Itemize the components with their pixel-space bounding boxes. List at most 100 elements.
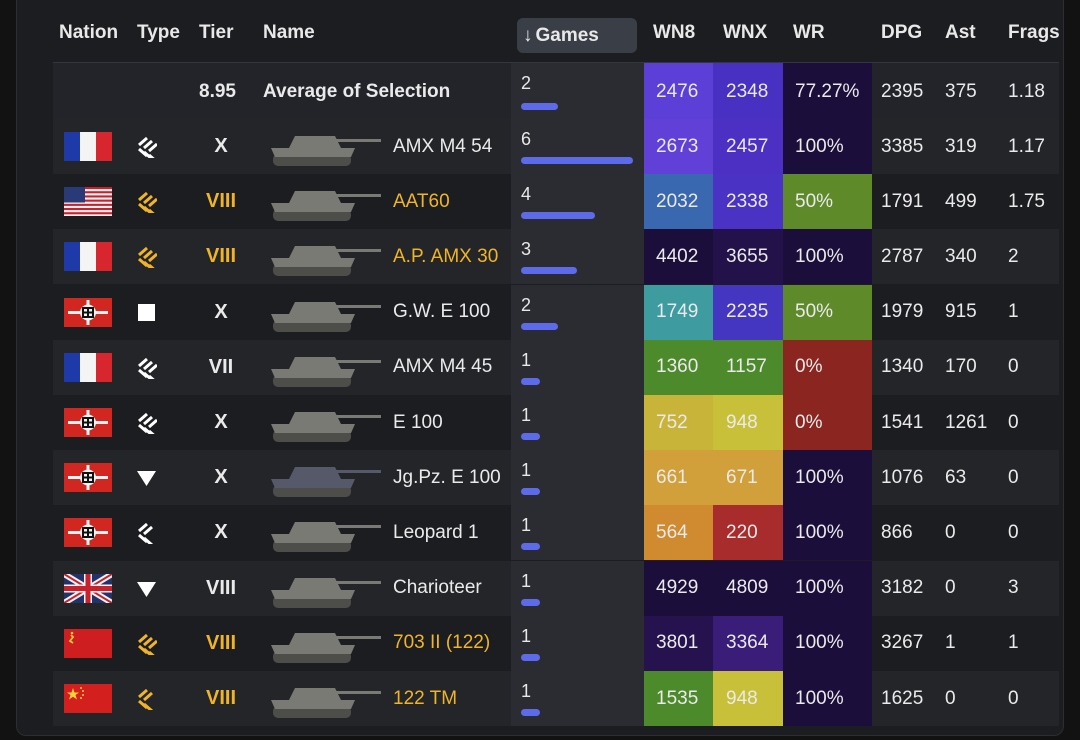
ast-value: 1261 [945, 411, 988, 433]
wnx-value: 948 [713, 671, 783, 726]
games-cell-bg [511, 63, 644, 120]
dpg-value: 3267 [881, 632, 924, 654]
heavy-tank-icon [137, 246, 158, 274]
table-row[interactable]: X Jg.Pz. E 100 1 661 671 100% 1076 63 0 [53, 450, 1059, 506]
col-games-header-sorted[interactable]: ↓ Games [517, 18, 637, 53]
ast-value: 0 [945, 687, 956, 709]
tank-name[interactable]: 703 II (122) [393, 632, 491, 654]
games-bar [521, 212, 595, 220]
table-row[interactable]: X G.W. E 100 2 1749 2235 50% 1979 915 1 [53, 284, 1059, 340]
table-row[interactable]: VIII Charioteer 1 4929 4809 100% 3182 0 … [53, 560, 1059, 616]
ast-value: 1 [945, 632, 956, 654]
frags-value: 0 [1008, 521, 1019, 543]
col-name-header[interactable]: Name [263, 22, 315, 43]
nation-flag-de-icon [64, 463, 112, 493]
wn8-value: 564 [644, 505, 713, 561]
nation-flag-cn-icon [64, 684, 112, 713]
table-row[interactable]: X E 100 1 752 948 0% 1541 1261 0 [53, 395, 1059, 450]
table-row[interactable]: VII AMX M4 45 1 1360 1157 0% 1340 170 0 [53, 339, 1059, 395]
avg-games-bar [521, 103, 558, 110]
table-row[interactable]: VIII A.P. AMX 30 3 4402 3655 100% 2787 3… [53, 229, 1059, 285]
average-row: 8.95 Average of Selection 2 2476 2348 77… [53, 62, 1059, 120]
col-wnx-header[interactable]: WNX [723, 22, 768, 43]
wr-value: 100% [783, 450, 872, 506]
games-bar [521, 709, 540, 716]
tier-value: X [214, 300, 228, 323]
table-header: Nation Type Tier Name ↓ Games WN8 WNX WR… [53, 5, 1060, 61]
tier-value: VIII [205, 190, 236, 213]
dpg-value: 1791 [881, 190, 924, 212]
table-row[interactable]: VIII 122 TM 1 1535 948 100% 1625 0 0 [53, 671, 1059, 726]
tank-name[interactable]: E 100 [393, 411, 443, 433]
ap-amx-30-icon [269, 234, 384, 280]
amx-m4-54-icon [269, 124, 384, 170]
vehicle-stats-panel: Nation Type Tier Name ↓ Games WN8 WNX WR… [16, 0, 1064, 736]
wn8-value: 4402 [644, 229, 713, 285]
wn8-value: 1535 [644, 671, 713, 726]
nation-flag-uk-icon [62, 571, 114, 606]
games-cell-bg [511, 395, 644, 450]
wr-value: 50% [783, 174, 872, 230]
col-nation-header[interactable]: Nation [59, 22, 119, 43]
col-type-header[interactable]: Type [137, 22, 180, 43]
wnx-value: 2235 [713, 284, 783, 340]
tank-name[interactable]: AMX M4 54 [393, 135, 493, 157]
heavy-tank-icon [137, 633, 158, 660]
tank-name[interactable]: AAT60 [393, 190, 450, 212]
frags-value: 2 [1008, 245, 1019, 267]
avg-dpg: 2395 [881, 80, 924, 102]
games-cell-bg [511, 339, 644, 395]
games-cell-bg [511, 505, 644, 561]
games-value: 4 [521, 184, 532, 205]
wn8-value: 1360 [644, 339, 713, 395]
aat60-icon [269, 179, 384, 225]
games-value: 3 [521, 239, 532, 260]
games-value: 1 [521, 570, 532, 591]
games-value: 1 [521, 625, 532, 646]
wn8-value: 2032 [644, 174, 713, 230]
wn8-value: 4929 [644, 560, 713, 616]
dpg-value: 3182 [881, 577, 924, 599]
frags-value: 1 [1008, 301, 1019, 323]
tank-name[interactable]: Leopard 1 [393, 521, 479, 543]
medium-tank-icon [137, 688, 157, 713]
col-ast-header[interactable]: Ast [945, 22, 976, 43]
tier-value: VII [208, 355, 234, 378]
tank-name[interactable]: G.W. E 100 [393, 301, 491, 323]
col-wn8-header[interactable]: WN8 [653, 22, 696, 43]
tank-name[interactable]: AMX M4 45 [393, 356, 493, 378]
dpg-value: 1340 [881, 356, 924, 378]
tank-name[interactable]: Charioteer [393, 577, 482, 599]
table-row[interactable]: X Leopard 1 1 564 220 100% 866 0 0 [53, 505, 1059, 561]
wr-value: 0% [783, 339, 872, 395]
nation-flag-us-icon [64, 187, 112, 217]
tank-name[interactable]: 122 TM [393, 687, 458, 709]
table-row[interactable]: VIII 703 II (122) 1 3801 3364 100% 3267 … [53, 615, 1059, 671]
col-tier-header[interactable]: Tier [199, 22, 234, 43]
avg-frags: 1.18 [1008, 80, 1045, 102]
col-dpg-header[interactable]: DPG [881, 22, 923, 43]
e100-icon [269, 400, 384, 446]
wnx-value: 2457 [713, 119, 783, 174]
games-value: 1 [521, 349, 532, 370]
wnx-value: 1157 [713, 339, 783, 395]
table-row[interactable]: VIII AAT60 4 2032 2338 50% 1791 499 1.75 [53, 174, 1059, 230]
games-value: 1 [521, 460, 532, 481]
wnx-value: 3655 [713, 229, 783, 285]
sort-arrow-down-icon: ↓ [523, 24, 533, 46]
col-wr-header[interactable]: WR [793, 22, 825, 43]
games-bar [521, 598, 540, 606]
tank-name[interactable]: A.P. AMX 30 [393, 245, 499, 267]
games-cell-bg [511, 284, 644, 340]
nation-flag-fr-icon [64, 352, 112, 382]
frags-value: 0 [1008, 687, 1019, 709]
avg-wn8: 2476 [644, 63, 713, 120]
table-row[interactable]: X AMX M4 54 6 2673 2457 100% 3385 319 1.… [53, 119, 1059, 174]
avg-games: 2 [521, 73, 532, 93]
dpg-value: 3385 [881, 135, 924, 157]
col-frags-header[interactable]: Frags [1008, 22, 1060, 43]
tank-name[interactable]: Jg.Pz. E 100 [393, 466, 501, 488]
frags-value: 1 [1008, 632, 1019, 654]
frags-value: 0 [1008, 356, 1019, 378]
games-bar [521, 653, 540, 661]
